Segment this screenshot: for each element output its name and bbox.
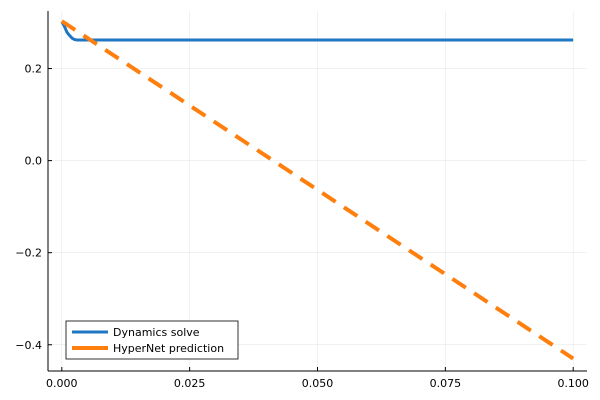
legend-box (65, 320, 239, 360)
y-tick-label: 0.0 (25, 155, 43, 168)
series-line-1 (60, 20, 574, 42)
x-tick-label: 0.050 (302, 377, 334, 390)
x-tick-label: 0.075 (430, 377, 462, 390)
legend-label-1: Dynamics solve (113, 326, 200, 339)
x-tick-label: 0.025 (174, 377, 206, 390)
grid (48, 11, 587, 371)
y-tick-label: 0.2 (25, 63, 43, 76)
plot-series (60, 19, 575, 361)
x-tick-label: 0.100 (557, 377, 589, 390)
legend: Dynamics solve HyperNet prediction (65, 320, 239, 360)
y-tick-label: −0.2 (15, 247, 42, 260)
legend-label-2: HyperNet prediction (113, 342, 224, 355)
tick-labels: 0.000 0.025 0.050 0.075 0.100 −0.4 −0.2 0.0 0.2 (15, 63, 589, 390)
x-tick-label: 0.000 (46, 377, 78, 390)
y-tick-label: −0.4 (15, 339, 42, 352)
axes (47, 11, 587, 372)
